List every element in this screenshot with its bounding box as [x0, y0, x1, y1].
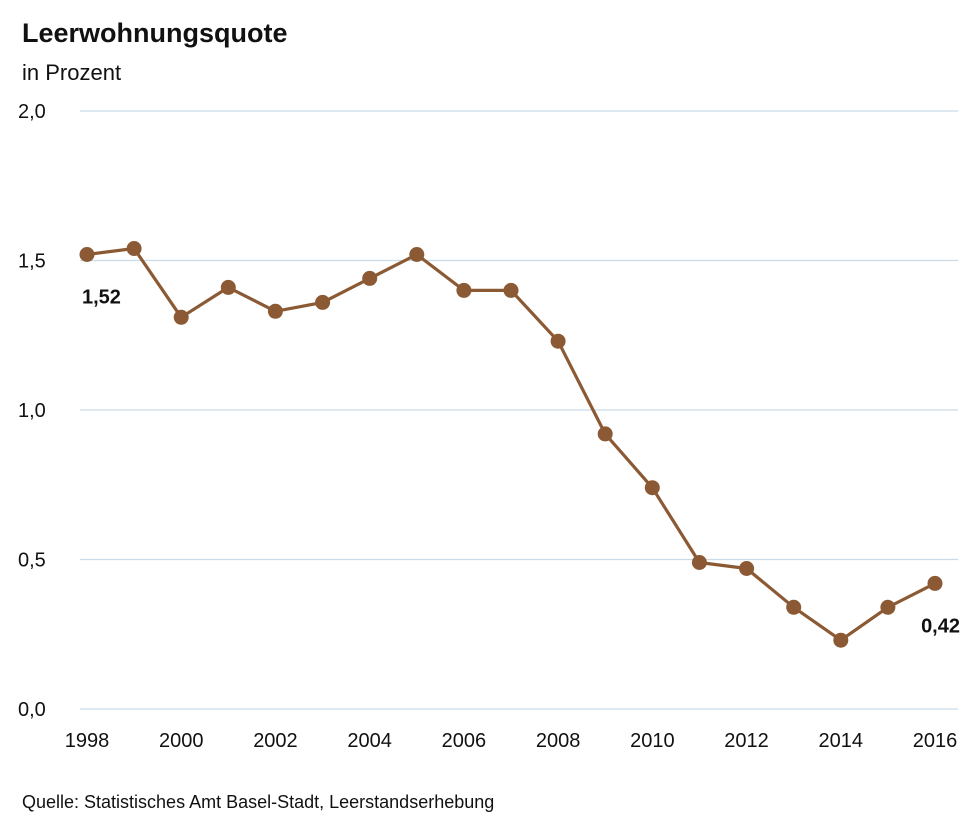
data-point: [220, 279, 236, 295]
source-note: Quelle: Statistisches Amt Basel-Stadt, L…: [22, 792, 495, 812]
chart-subtitle: in Prozent: [22, 60, 122, 85]
y-tick-label: 0,5: [18, 550, 46, 572]
data-point: [173, 309, 189, 325]
y-tick-label: 0,0: [18, 699, 46, 721]
data-point: [597, 426, 613, 442]
data-point: [503, 282, 519, 298]
data-point: [833, 632, 849, 648]
data-point: [786, 599, 802, 615]
x-tick-label: 2006: [442, 730, 487, 752]
x-tick-label: 2010: [630, 730, 675, 752]
x-tick-label: 2014: [819, 730, 864, 752]
data-point: [126, 241, 142, 256]
y-tick-label: 2,0: [18, 101, 46, 123]
x-tick-label: 2002: [253, 730, 298, 752]
x-tick-label: 2012: [724, 730, 769, 752]
x-tick-label: 1998: [65, 730, 110, 752]
data-point: [315, 294, 331, 310]
data-point: [79, 247, 95, 262]
data-point: [267, 303, 283, 319]
data-point: [739, 561, 755, 576]
data-point: [927, 575, 943, 591]
data-label: 0,42: [921, 615, 960, 637]
data-point: [880, 599, 896, 615]
y-tick-label: 1,0: [18, 400, 46, 422]
series-line: [86, 246, 936, 642]
data-point: [456, 282, 472, 298]
data-point: [362, 270, 378, 286]
x-tick-label: 2016: [913, 730, 958, 752]
x-tick-label: 2008: [536, 730, 581, 752]
x-tick-label: 2000: [159, 730, 204, 752]
data-point: [691, 555, 707, 570]
data-label: 1,52: [82, 287, 121, 309]
x-tick-label: 2004: [347, 730, 392, 752]
data-point: [550, 333, 566, 349]
y-tick-label: 1,5: [18, 251, 46, 273]
data-point: [644, 480, 660, 496]
chart-title: Leerwohnungsquote: [22, 18, 288, 48]
data-point: [409, 247, 425, 262]
